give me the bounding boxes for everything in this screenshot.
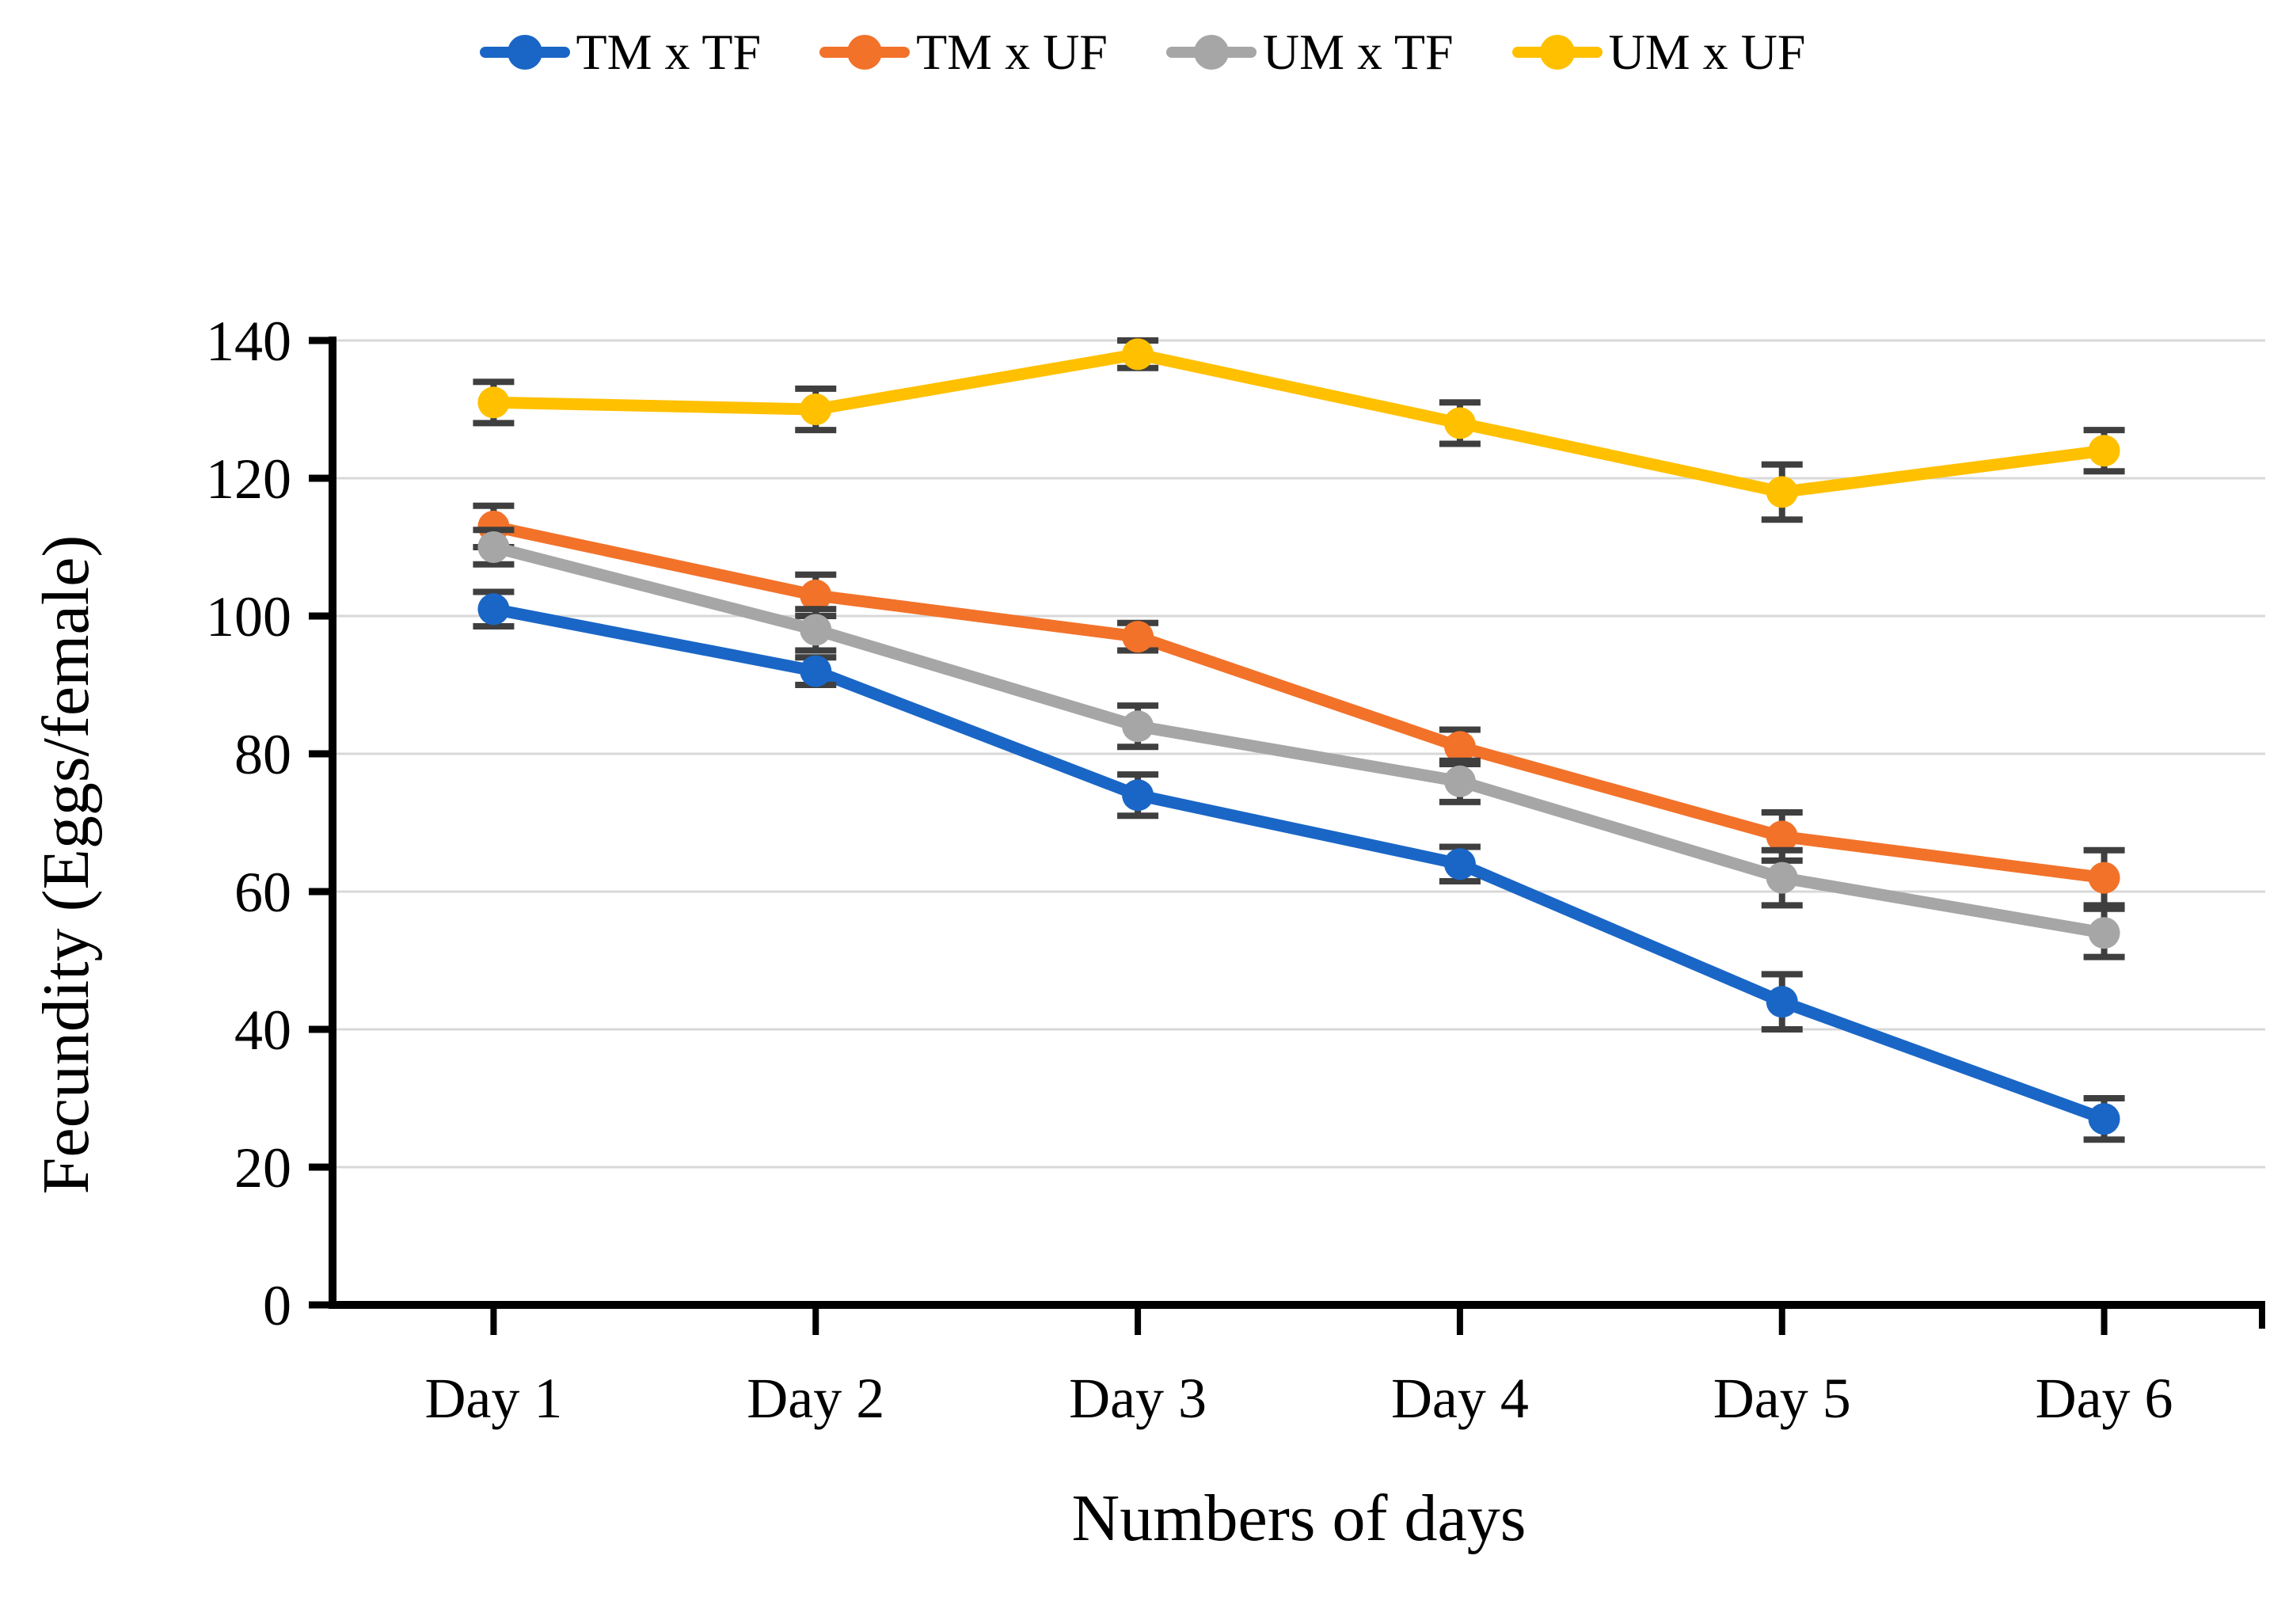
legend-label: TM x TF — [576, 24, 762, 80]
data-point — [1122, 338, 1154, 371]
legend-marker-icon — [819, 34, 911, 70]
legend-item-tm-x-uf: TM x UF — [819, 27, 1108, 78]
data-point — [1122, 710, 1154, 743]
x-tick-label: Day 3 — [1069, 1367, 1207, 1430]
series-line — [487, 603, 2111, 1125]
legend-marker-icon — [479, 34, 570, 70]
data-point — [1443, 765, 1476, 797]
data-point — [1766, 986, 1798, 1018]
data-point — [800, 394, 832, 425]
x-axis: Day 1 Day 2 Day 3 Day 4 Day 5 Day 6 — [424, 1305, 2265, 1430]
series-line — [487, 348, 2111, 498]
y-tick-label: 0 — [263, 1274, 291, 1337]
data-point — [1443, 407, 1476, 439]
legend-label: UM x TF — [1262, 24, 1454, 80]
x-axis-title: Numbers of days — [1071, 1481, 1527, 1555]
data-point — [2088, 435, 2120, 467]
legend-item-tm-x-tf: TM x TF — [479, 24, 762, 80]
data-point — [2088, 861, 2120, 894]
series-um-x-tf — [473, 527, 2125, 960]
y-tick-label: 40 — [234, 998, 291, 1062]
data-point — [1122, 779, 1154, 812]
data-point — [1443, 731, 1476, 763]
chart-legend: TM x TF TM x UF UM x TF UM x UF — [0, 27, 2285, 78]
data-point — [477, 531, 510, 563]
y-tick-label: 100 — [206, 585, 291, 648]
data-point — [800, 655, 832, 687]
series-um-x-uf — [473, 337, 2125, 523]
y-axis-title: Fecundity (Eggs/female) — [29, 534, 103, 1195]
x-tick-label: Day 4 — [1391, 1367, 1529, 1430]
series-tm-x-tf — [473, 588, 2125, 1143]
data-point — [800, 614, 832, 646]
data-point — [1122, 621, 1154, 653]
y-tick-label: 80 — [234, 723, 291, 786]
series-tm-x-uf — [473, 502, 2125, 909]
data-point — [2088, 1103, 2120, 1135]
y-axis: 0 20 40 60 80 100 120 140 — [206, 310, 333, 1337]
data-point — [800, 579, 832, 611]
legend-marker-icon — [1165, 34, 1257, 70]
legend-label: TM x UF — [916, 24, 1108, 80]
y-tick-label: 140 — [206, 310, 291, 373]
legend-item-um-x-uf: UM x UF — [1511, 24, 1806, 80]
data-point — [1766, 820, 1798, 853]
data-point — [477, 386, 510, 419]
legend-marker-icon — [1511, 34, 1603, 70]
series-line — [487, 541, 2111, 939]
data-point — [2088, 917, 2120, 949]
data-point — [477, 593, 510, 626]
y-tick-label: 20 — [234, 1136, 291, 1200]
data-point — [1766, 476, 1798, 508]
x-tick-label: Day 2 — [747, 1367, 884, 1430]
data-point — [1766, 861, 1798, 894]
x-tick-label: Day 5 — [1713, 1367, 1851, 1430]
data-point — [1443, 848, 1476, 880]
y-tick-label: 60 — [234, 861, 291, 924]
gridlines — [333, 339, 2265, 1169]
y-tick-label: 120 — [206, 447, 291, 511]
x-tick-label: Day 6 — [2036, 1367, 2173, 1430]
series-line — [487, 520, 2111, 884]
legend-label: UM x UF — [1608, 24, 1806, 80]
legend-item-um-x-tf: UM x TF — [1165, 24, 1454, 80]
x-tick-label: Day 1 — [424, 1367, 562, 1430]
